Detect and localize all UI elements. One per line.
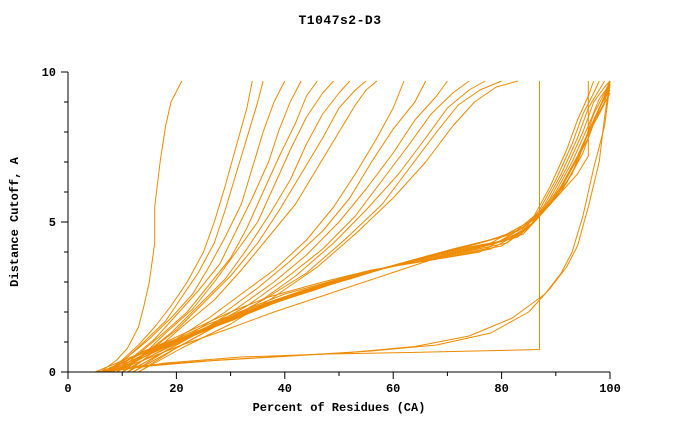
series-line-m22 <box>105 83 611 373</box>
series-line-m24 <box>111 80 611 373</box>
x-tick-label: 40 <box>278 382 292 396</box>
series-line-m32 <box>100 80 611 373</box>
series-line-m29 <box>127 86 611 373</box>
series-line-m02 <box>105 80 253 373</box>
x-tick-label: 100 <box>599 382 621 396</box>
x-tick-label: 20 <box>169 382 183 396</box>
series-line-m14 <box>132 80 470 373</box>
series-line-m17 <box>138 80 519 373</box>
x-axis-label: Percent of Residues (CA) <box>252 401 426 415</box>
series-line-m07 <box>116 80 334 373</box>
series-line-m33 <box>95 83 611 373</box>
series-line-m09 <box>121 80 367 373</box>
y-tick-label: 10 <box>42 66 56 80</box>
x-tick-label: 80 <box>494 382 508 396</box>
series-line-m12 <box>121 80 427 373</box>
series-line-m19 <box>100 80 600 373</box>
series-line-m30 <box>105 81 540 373</box>
series-line-m08 <box>121 80 351 373</box>
x-tick-label: 60 <box>386 382 400 396</box>
y-tick-label: 5 <box>49 216 56 230</box>
series-line-m10 <box>127 80 378 373</box>
x-tick-label: 0 <box>64 382 71 396</box>
series-line-m06 <box>116 80 318 373</box>
series-line-m01 <box>100 80 183 373</box>
chart-title: T1047s2-D3 <box>298 13 382 28</box>
y-tick-label: 0 <box>49 366 56 380</box>
series-line-m31 <box>111 81 589 373</box>
series-line-m15 <box>132 80 486 373</box>
series-line-m04 <box>105 80 286 373</box>
series-line-m03 <box>111 80 264 373</box>
series-line-m05 <box>111 80 302 373</box>
series-line-m23 <box>111 80 611 373</box>
